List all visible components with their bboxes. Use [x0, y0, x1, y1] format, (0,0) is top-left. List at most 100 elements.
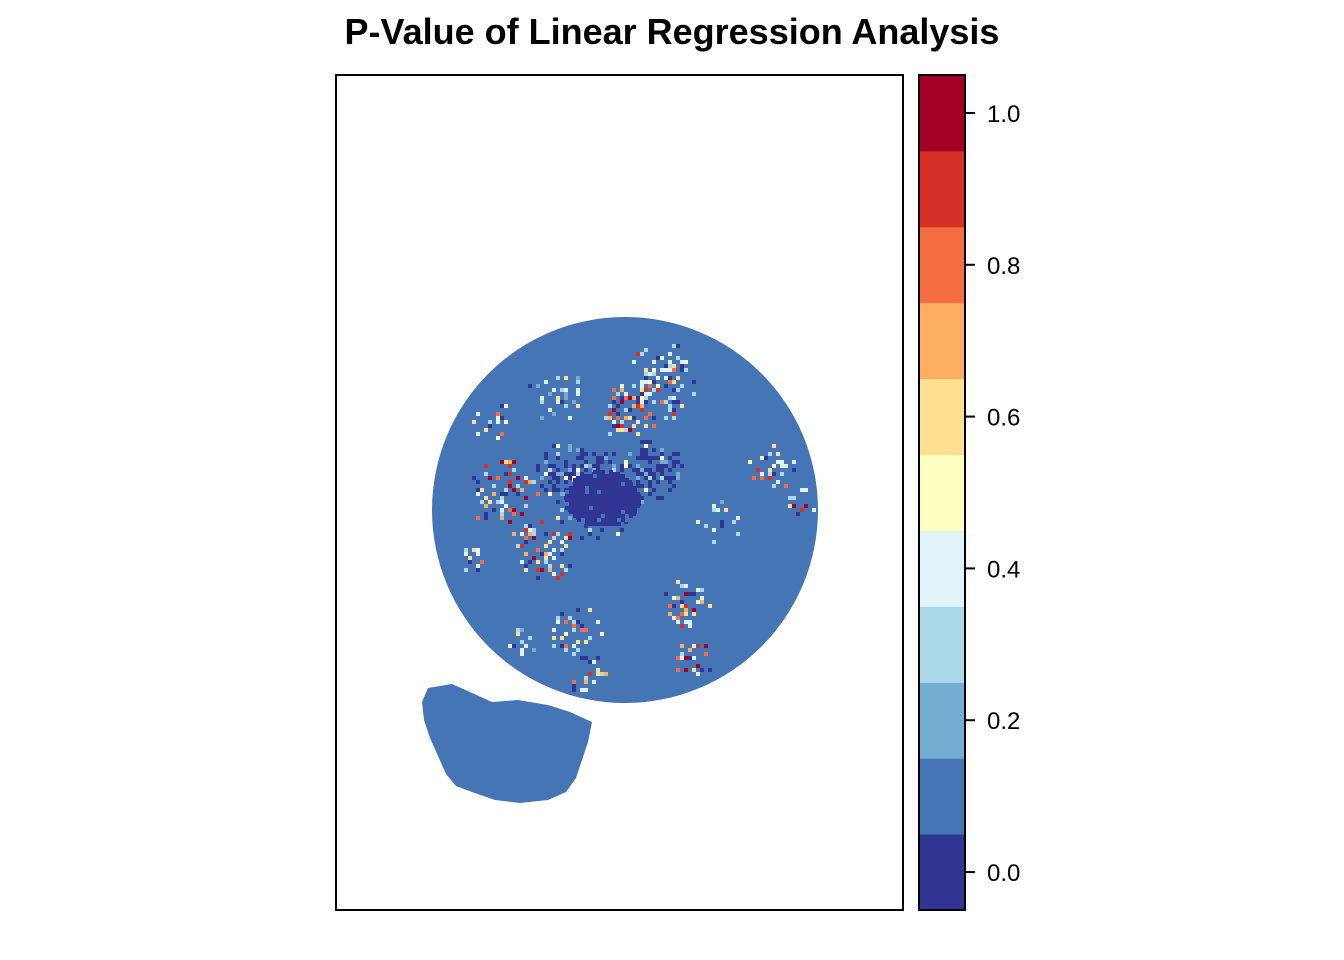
raster-cell	[636, 472, 640, 476]
raster-cell	[636, 480, 640, 484]
raster-cell	[532, 648, 536, 652]
raster-cell	[648, 344, 652, 348]
raster-cell	[536, 568, 540, 572]
raster-cell	[632, 396, 636, 400]
raster-cell	[680, 668, 684, 672]
raster-cell	[540, 560, 544, 564]
raster-cell	[516, 492, 520, 496]
raster-cell	[756, 468, 760, 472]
raster-cell	[800, 488, 804, 492]
raster-cell	[636, 476, 640, 480]
raster-cell	[573, 510, 577, 514]
raster-cell	[632, 424, 636, 428]
raster-cell	[656, 460, 660, 464]
raster-cell	[644, 388, 648, 392]
raster-cell	[625, 514, 629, 518]
raster-cell	[581, 494, 585, 498]
raster-cell	[592, 452, 596, 456]
raster-cell	[644, 468, 648, 472]
raster-cell	[633, 506, 637, 510]
raster-cell	[581, 518, 585, 522]
raster-cell	[668, 468, 672, 472]
raster-cell	[492, 440, 496, 444]
raster-cell	[605, 494, 609, 498]
raster-cell	[648, 380, 652, 384]
raster-cell	[580, 468, 584, 472]
raster-cell	[656, 468, 660, 472]
raster-cell	[668, 488, 672, 492]
raster-cell	[600, 636, 604, 640]
raster-cell	[597, 482, 601, 486]
raster-cell	[776, 484, 780, 488]
raster-cell	[600, 528, 604, 532]
raster-cell	[616, 416, 620, 420]
raster-cell	[632, 476, 636, 480]
raster-cell	[656, 388, 660, 392]
raster-cell	[696, 664, 700, 668]
raster-cell	[581, 474, 585, 478]
raster-cell	[585, 486, 589, 490]
raster-cell	[564, 648, 568, 652]
raster-cell	[640, 448, 644, 452]
raster-cell	[732, 520, 736, 524]
raster-cell	[573, 494, 577, 498]
raster-cell	[676, 376, 680, 380]
raster-cell	[601, 510, 605, 514]
raster-cell	[621, 498, 625, 502]
raster-cell	[585, 514, 589, 518]
raster-cell	[540, 568, 544, 572]
raster-cell	[556, 404, 560, 408]
raster-cell	[716, 508, 720, 512]
raster-cell	[624, 424, 628, 428]
raster-cell	[613, 514, 617, 518]
raster-cell	[492, 508, 496, 512]
raster-cell	[664, 376, 668, 380]
raster-cell	[472, 476, 476, 480]
raster-cell	[712, 540, 716, 544]
raster-cell	[484, 468, 488, 472]
raster-cell	[472, 576, 476, 580]
raster-cell	[672, 344, 676, 348]
raster-cell	[585, 478, 589, 482]
raster-cell	[552, 484, 556, 488]
raster-cell	[660, 456, 664, 460]
raster-cell	[597, 510, 601, 514]
raster-cell	[633, 486, 637, 490]
raster-cell	[604, 408, 608, 412]
raster-cell	[621, 482, 625, 486]
raster-cell	[565, 490, 569, 494]
raster-cell	[572, 464, 576, 468]
raster-cell	[581, 502, 585, 506]
raster-cell	[556, 452, 560, 456]
raster-cell	[568, 476, 572, 480]
raster-cell	[672, 364, 676, 368]
raster-cell	[597, 494, 601, 498]
raster-cell	[605, 506, 609, 510]
raster-cell	[605, 478, 609, 482]
raster-cell	[664, 364, 668, 368]
raster-cell	[612, 452, 616, 456]
raster-cell	[556, 500, 560, 504]
raster-cell	[792, 460, 796, 464]
raster-cell	[676, 600, 680, 604]
raster-cell	[633, 490, 637, 494]
raster-cell	[632, 416, 636, 420]
raster-cell	[640, 496, 644, 500]
raster-cell	[572, 460, 576, 464]
raster-cell	[565, 506, 569, 510]
raster-cell	[548, 468, 552, 472]
raster-cell	[652, 472, 656, 476]
raster-cell	[568, 448, 572, 452]
raster-cell	[696, 588, 700, 592]
raster-cell	[624, 416, 628, 420]
raster-cell	[564, 376, 568, 380]
colorbar-band	[919, 150, 965, 228]
raster-cell	[780, 464, 784, 468]
raster-cell	[676, 620, 680, 624]
raster-cell	[684, 360, 688, 364]
raster-cell	[544, 528, 548, 532]
raster-cell	[621, 510, 625, 514]
raster-cell	[648, 472, 652, 476]
raster-cell	[576, 608, 580, 612]
raster-cell	[524, 500, 528, 504]
